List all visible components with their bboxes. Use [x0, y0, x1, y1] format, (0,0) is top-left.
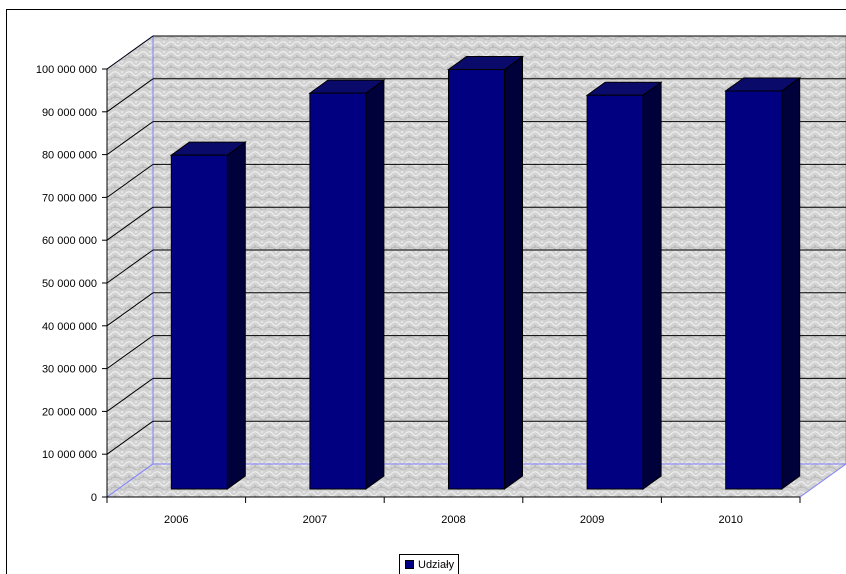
y-tick-label: 10 000 000 [42, 449, 97, 461]
y-tick-label: 30 000 000 [42, 364, 97, 376]
bar-side [365, 79, 385, 490]
x-tick-label: 2007 [303, 514, 327, 526]
gridline-side [106, 377, 154, 412]
y-tick-label: 50 000 000 [42, 278, 97, 290]
y-tick-label: 40 000 000 [42, 321, 97, 333]
x-tick-label: 2006 [164, 514, 188, 526]
x-tick-label: 2009 [580, 514, 604, 526]
gridline-side [106, 78, 154, 113]
bars [169, 55, 802, 490]
legend: Udziały [399, 554, 460, 574]
bar-front [586, 94, 644, 490]
bar-side [781, 76, 801, 490]
gridline-side [106, 249, 154, 284]
gridline-side [106, 335, 154, 370]
y-tick-label: 100 000 000 [36, 64, 97, 76]
y-tick-label: 60 000 000 [42, 235, 97, 247]
chart-frame [6, 9, 846, 574]
y-tick-label: 90 000 000 [42, 107, 97, 119]
x-tick-label: 2010 [718, 514, 742, 526]
bar-front [448, 69, 505, 490]
bar-front [725, 90, 783, 490]
bar-2009 [585, 81, 663, 490]
bar-side [226, 141, 246, 490]
gridline-side [106, 292, 154, 327]
bar-2007 [308, 79, 386, 490]
bar-side [642, 81, 662, 490]
x-tick-labels: 2006 2007 2008 2009 2010 [164, 514, 743, 526]
y-tick-label: 80 000 000 [42, 150, 97, 162]
bar-2008 [446, 55, 525, 490]
gridline-side [106, 35, 154, 70]
axes [102, 68, 801, 503]
bar-2006 [169, 141, 247, 490]
gridline-side [106, 420, 154, 455]
gridline-side [106, 163, 154, 198]
bar-front [309, 92, 367, 490]
gridline-side [106, 121, 154, 156]
y-tick-label: 0 [91, 492, 97, 504]
gridline-side [106, 206, 154, 241]
x-tick-label: 2008 [441, 514, 465, 526]
y-tick-label: 20 000 000 [42, 406, 97, 418]
bar-front [170, 154, 228, 490]
y-tick-labels: 0 10 000 000 20 000 000 30 000 000 40 000 00… [36, 64, 97, 504]
y-tick-label: 70 000 000 [42, 192, 97, 204]
bar-side [504, 55, 523, 490]
bar-2010 [724, 76, 802, 490]
legend-label: Udziały [418, 558, 455, 571]
legend-swatch [405, 560, 414, 569]
